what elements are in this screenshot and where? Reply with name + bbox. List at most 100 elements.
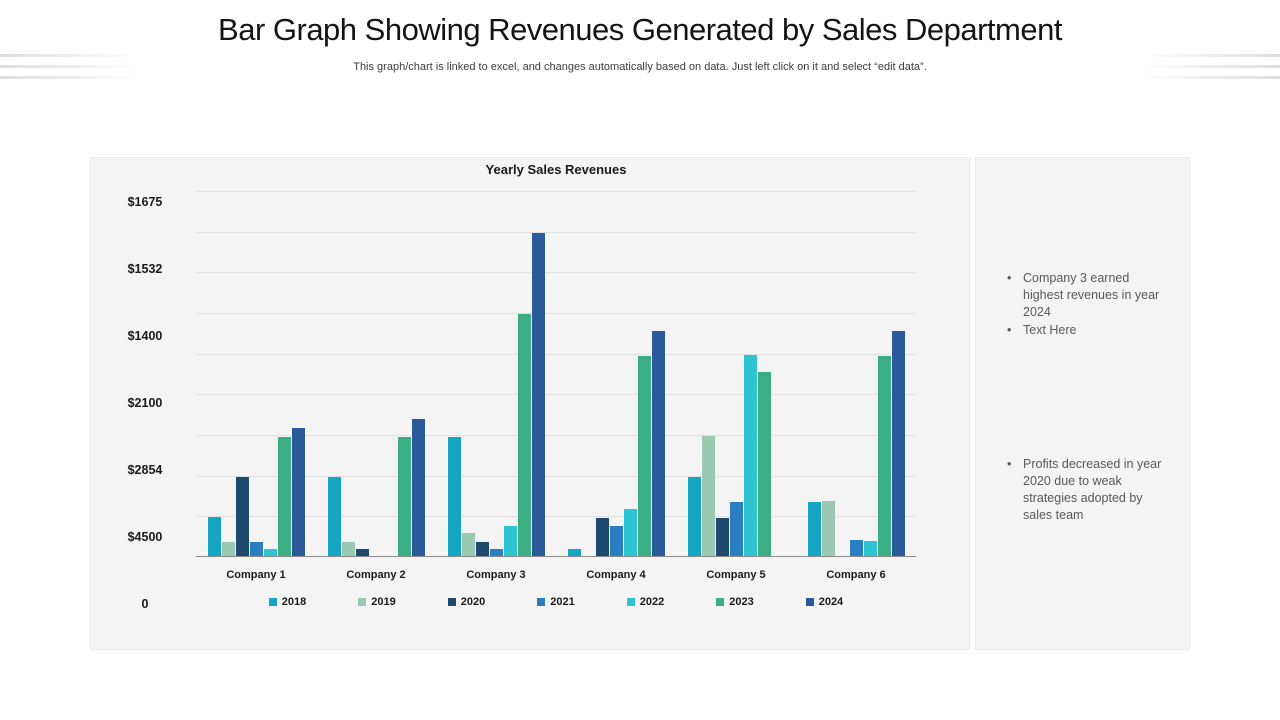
- legend-swatch-icon: [358, 598, 367, 606]
- bar-2023-company-3: [517, 314, 531, 556]
- bar-2021-company-5: [729, 502, 743, 556]
- legend-item-2023: 2023: [716, 596, 754, 608]
- bar-group-4: [556, 330, 676, 556]
- y-axis-label: $2100: [127, 396, 163, 410]
- bar-2022-company-4: [623, 509, 637, 556]
- y-axis-label: $2854: [127, 463, 163, 477]
- bar-2018-company-4: [567, 549, 581, 556]
- legend-swatch-icon: [805, 598, 814, 606]
- chart-title: Yearly Sales Revenues: [485, 162, 627, 177]
- legend-swatch-icon: [626, 598, 635, 606]
- bar-2024-company-6: [891, 330, 905, 556]
- decorative-stripes-right: [1140, 52, 1280, 84]
- plot-area: [196, 191, 916, 557]
- bar-2020-company-4: [595, 518, 609, 556]
- gridline: [196, 272, 916, 274]
- bar-2023-company-4: [637, 356, 651, 556]
- bullet-item: Text Here: [1005, 322, 1171, 339]
- legend-item-2021: 2021: [537, 596, 575, 608]
- bar-2024-company-1: [291, 427, 305, 556]
- y-axis: $1675 $1532 $1400 $2100 $2854 $4500 0: [101, 158, 189, 651]
- y-axis-label: 0: [141, 597, 149, 611]
- legend-item-2020: 2020: [447, 596, 486, 608]
- bullet-list-top: Company 3 earned highest revenues in yea…: [1005, 270, 1171, 340]
- bar-2021-company-1: [249, 542, 263, 556]
- legend-item-2019: 2019: [358, 596, 396, 608]
- x-axis-label: Company 3: [466, 569, 526, 581]
- x-axis-label: Company 1: [226, 569, 286, 581]
- decorative-stripes-left: [0, 52, 140, 84]
- chart-legend: 2018 2019 2020 2021 2022 2023 2024: [196, 596, 916, 608]
- bar-2022-company-6: [863, 541, 877, 556]
- gridline: [196, 231, 916, 233]
- gridline: [196, 516, 916, 518]
- bullet-item: Company 3 earned highest revenues in yea…: [1005, 270, 1171, 321]
- x-axis-label: Company 4: [586, 569, 646, 581]
- bar-2023-company-6: [877, 356, 891, 556]
- bar-2021-company-3: [489, 549, 503, 556]
- bullet-item: Profits decreased in year 2020 due to we…: [1005, 456, 1171, 524]
- legend-item-2024: 2024: [805, 596, 844, 608]
- y-axis-label: $1675: [127, 195, 163, 209]
- bar-2023-company-5: [757, 372, 771, 556]
- bar-2020-company-3: [475, 541, 489, 556]
- bar-2021-company-6: [849, 539, 863, 556]
- bar-2022-company-3: [503, 526, 517, 556]
- bar-2018-company-5: [687, 476, 701, 556]
- gridline: [196, 475, 916, 477]
- legend-label: 2021: [550, 596, 575, 608]
- gridline: [196, 313, 916, 314]
- bar-group-6: [796, 330, 916, 556]
- bar-2022-company-1: [263, 549, 277, 556]
- legend-label: 2019: [371, 596, 396, 608]
- legend-label: 2022: [639, 596, 665, 608]
- gridline: [196, 191, 916, 192]
- bar-2021-company-4: [609, 526, 623, 556]
- bar-2018-company-1: [207, 516, 221, 556]
- slide-title: Bar Graph Showing Revenues Generated by …: [218, 12, 1062, 47]
- bar-2024-company-2: [411, 419, 425, 556]
- bar-2020-company-5: [715, 517, 729, 556]
- bar-2020-company-2: [355, 549, 369, 556]
- legend-item-2022: 2022: [626, 596, 665, 608]
- x-axis-label: Company 2: [346, 569, 406, 581]
- bar-2019-company-1: [221, 541, 235, 556]
- bullet-list-bottom: Profits decreased in year 2020 due to we…: [1005, 456, 1171, 525]
- y-axis-label: $1532: [127, 262, 163, 276]
- gridline: [196, 353, 916, 355]
- bar-2023-company-2: [397, 436, 411, 556]
- bar-2024-company-3: [531, 233, 545, 556]
- bar-2019-company-6: [821, 500, 835, 556]
- chart-canvas[interactable]: Yearly Sales Revenues $1675 $1532 $1400 $21…: [90, 157, 970, 650]
- bar-2019-company-5: [701, 435, 715, 556]
- legend-item-2018: 2018: [268, 596, 307, 608]
- slide-subtitle: This graph/chart is linked to excel, and…: [353, 61, 927, 73]
- bar-group-5: [676, 355, 796, 556]
- legend-swatch-icon: [537, 598, 546, 606]
- bar-2018-company-3: [447, 437, 461, 556]
- bar-2018-company-6: [807, 501, 821, 556]
- bar-2020-company-1: [235, 476, 249, 556]
- bar-group-3: [436, 233, 556, 556]
- x-axis-label: Company 6: [826, 569, 886, 581]
- bar-group-1: [196, 427, 316, 556]
- legend-swatch-icon: [447, 598, 456, 606]
- legend-label: 2020: [460, 596, 486, 608]
- legend-swatch-icon: [268, 598, 277, 606]
- bar-2019-company-2: [341, 541, 355, 556]
- gridline: [196, 394, 916, 396]
- legend-label: 2023: [729, 596, 754, 608]
- bar-group-2: [316, 419, 436, 556]
- x-axis-label: Company 5: [706, 569, 766, 581]
- bar-2018-company-2: [327, 477, 341, 556]
- legend-label: 2018: [281, 596, 307, 608]
- bar-2024-company-4: [651, 330, 665, 556]
- y-axis-label: $1400: [127, 329, 163, 343]
- gridline: [196, 435, 916, 436]
- bar-2023-company-1: [277, 436, 291, 556]
- legend-label: 2024: [818, 596, 844, 608]
- y-axis-label: $4500: [127, 530, 163, 544]
- notes-panel: Company 3 earned highest revenues in yea…: [975, 157, 1190, 650]
- legend-swatch-icon: [716, 598, 725, 606]
